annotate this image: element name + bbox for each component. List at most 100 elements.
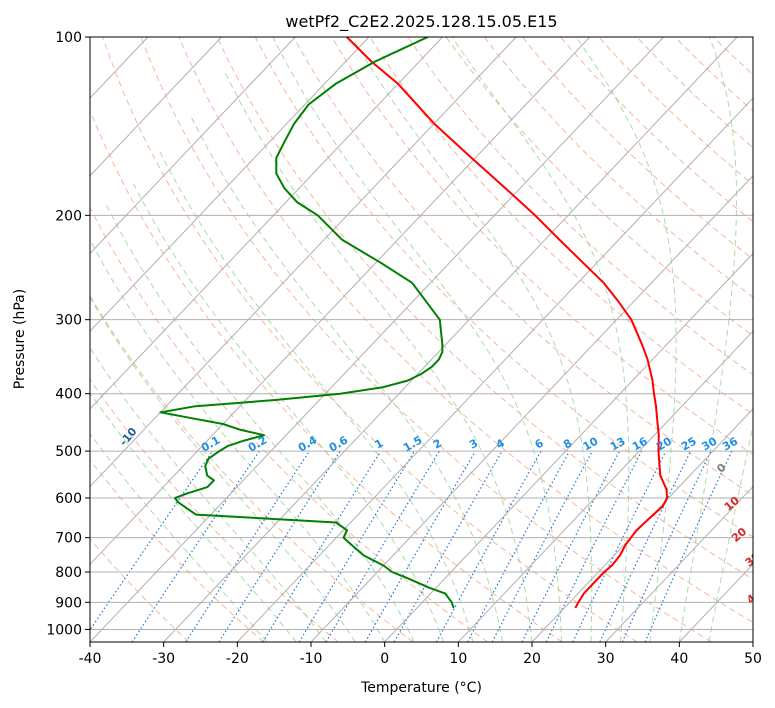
isotherm-line (310, 175, 753, 642)
curve-label: 40 (744, 587, 764, 607)
mixing-ratio-lines (90, 450, 733, 642)
isotherm-line (90, 37, 591, 566)
y-tick-label: 1000 (46, 622, 82, 638)
curve-label: 30 (743, 549, 763, 569)
dry-adiabat-line (598, 37, 753, 186)
dry-adiabat-line (178, 37, 753, 623)
x-tick-label: 10 (449, 651, 467, 667)
moist-adiabat-line (90, 391, 297, 642)
moist-adiabat-line (90, 432, 268, 642)
dry-adiabat-line (712, 37, 753, 76)
dry-adiabat-line (751, 37, 753, 40)
dry-adiabat-line (407, 37, 753, 376)
curve-label: 4 (494, 436, 507, 451)
y-tick-label: 500 (55, 444, 82, 460)
moist-adiabat-line (90, 346, 327, 642)
isotherm-line (605, 485, 753, 642)
dry-adiabat-line (254, 37, 753, 538)
dry-adiabat-line (90, 109, 563, 642)
dry-adiabats (90, 37, 753, 642)
mixing-ratio-line (393, 450, 503, 642)
dry-adiabat-line (331, 37, 753, 456)
dry-adiabat-line (216, 37, 753, 580)
isotherm-line (236, 97, 753, 642)
mixing-ratio-line (435, 450, 542, 642)
mixing-ratio-line (466, 450, 571, 642)
isotherm-line (384, 252, 753, 642)
moist-adiabat-line (189, 113, 503, 642)
isotherm-line (90, 37, 517, 488)
chart-title: wetPf2_C2E2.2025.128.15.05.E15 (285, 12, 557, 32)
mixing-ratio-line (218, 450, 341, 642)
isotherm-line (752, 641, 753, 642)
x-tick-label: 40 (670, 651, 688, 667)
dry-adiabat-line (369, 37, 753, 415)
y-tick-label: 600 (55, 491, 82, 507)
temperature-line (346, 37, 668, 609)
isotherm-grid (0, 37, 753, 642)
moist-adiabat-line (272, 37, 562, 642)
isotherm-line (457, 330, 753, 642)
isotherm-line (0, 37, 1, 642)
curve-label: 6 (533, 436, 546, 451)
x-tick-label: -10 (300, 651, 323, 667)
moist-adiabat-line (104, 201, 415, 642)
isotherm-line (90, 37, 664, 642)
dry-adiabat-line (636, 37, 753, 149)
y-tick-label: 700 (55, 531, 82, 547)
mixing-ratio-line (325, 450, 440, 642)
y-tick-label: 800 (55, 565, 82, 581)
plot-frame (89, 36, 754, 643)
dry-adiabat-line (560, 37, 753, 223)
sounding-lines (159, 37, 668, 609)
mixing-ratio-line (262, 450, 382, 642)
dry-adiabat-line (522, 37, 753, 260)
isotherm-line (163, 37, 738, 642)
mixing-ratio-line (521, 450, 621, 642)
moist-adiabat-line (351, 37, 593, 642)
y-tick-label: 900 (55, 595, 82, 611)
moist-adiabat-line (224, 72, 533, 642)
dry-adiabat-line (483, 37, 753, 298)
isotherm-line (90, 37, 443, 410)
dry-adiabat-line (140, 37, 712, 642)
curve-label: -10 (117, 425, 140, 449)
moist-adiabat-line (90, 238, 386, 642)
y-tick-label: 200 (55, 208, 82, 224)
y-tick-label: 100 (55, 30, 82, 46)
y-tick-label: 400 (55, 387, 82, 403)
mixing-ratio-line (599, 450, 692, 642)
x-tick-label: -30 (152, 651, 175, 667)
isotherm-line (90, 37, 370, 332)
dry-adiabat-line (90, 206, 488, 642)
x-tick-label: 20 (523, 651, 541, 667)
moist-adiabat-line (575, 37, 677, 642)
curve-labels: -100-90-80-70-60-50-40-30-20-100.10.20.4… (117, 425, 764, 607)
mixing-ratio-line (90, 450, 213, 631)
dry-adiabat-line (90, 459, 264, 642)
moist-adiabat-line (678, 37, 737, 642)
isotherm-line (90, 37, 296, 255)
y-axis-title: Pressure (hPa) (12, 289, 28, 389)
pressure-grid (90, 37, 753, 630)
mixing-ratio-line (364, 450, 477, 642)
mixing-ratio-line (644, 450, 733, 642)
plot-area: -100-90-80-70-60-50-40-30-20-100.10.20.4… (0, 37, 764, 642)
isotherm-line (531, 408, 753, 642)
dry-adiabat-line (445, 37, 753, 337)
curve-label: 1 (372, 437, 385, 452)
x-axis-title: Temperature (°C) (360, 680, 482, 696)
x-axis-ticks: -40 -30 -20 -10 0 10 20 30 40 50 (79, 642, 762, 667)
y-axis-ticks: 100 200 300 400 500 600 700 800 900 1000 (46, 30, 90, 638)
mixing-ratio-line (545, 450, 643, 642)
y-tick-label: 300 (55, 313, 82, 329)
mixing-ratio-line (185, 450, 310, 642)
dry-adiabat-line (90, 378, 339, 642)
dry-adiabat-line (102, 37, 638, 642)
moist-adiabat-line (90, 296, 356, 642)
dewpoint-line (159, 37, 455, 609)
x-tick-label: 50 (744, 651, 762, 667)
curve-label: 3 (467, 437, 480, 452)
curve-label: 2 (431, 437, 444, 452)
